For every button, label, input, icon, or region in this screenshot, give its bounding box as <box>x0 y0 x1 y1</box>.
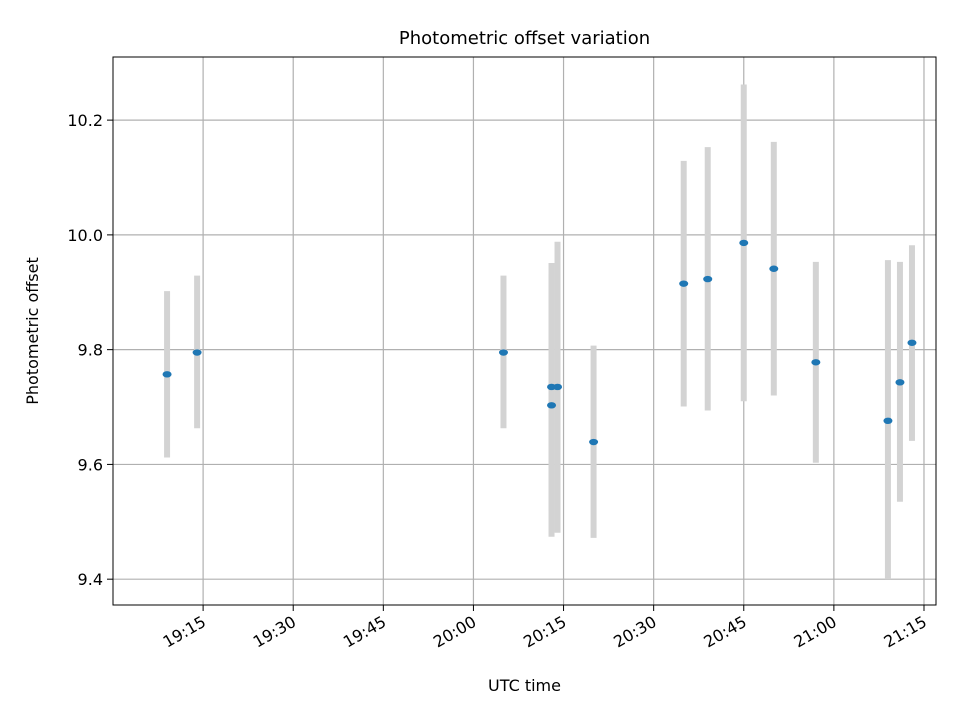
data-point <box>498 349 508 356</box>
data-point <box>547 402 557 409</box>
data-point <box>769 265 779 272</box>
data-point <box>883 417 893 425</box>
y-axis-ticks: 9.4 9.6 9.8 10.0 10.2 <box>67 111 113 589</box>
data-point <box>589 438 599 446</box>
y-tick-label: 9.8 <box>78 341 103 360</box>
data-point <box>679 280 689 287</box>
grid-lines <box>113 57 936 605</box>
data-point <box>553 383 563 391</box>
data-point <box>739 239 749 247</box>
y-tick-label: 9.4 <box>78 570 103 589</box>
data-point <box>192 349 202 356</box>
y-axis-label: Photometric offset <box>23 257 42 405</box>
y-tick-label: 10.2 <box>67 111 103 130</box>
data-point <box>703 275 713 283</box>
data-point <box>895 379 905 386</box>
data-markers <box>162 239 917 446</box>
y-tick-label: 10.0 <box>67 226 103 245</box>
chart-title: Photometric offset variation <box>399 28 650 49</box>
data-point <box>907 339 917 346</box>
data-point <box>162 371 172 378</box>
x-axis-label: UTC time <box>488 676 561 695</box>
data-point <box>811 359 821 366</box>
plot-frame <box>112 56 937 606</box>
y-tick-label: 9.6 <box>78 455 103 474</box>
